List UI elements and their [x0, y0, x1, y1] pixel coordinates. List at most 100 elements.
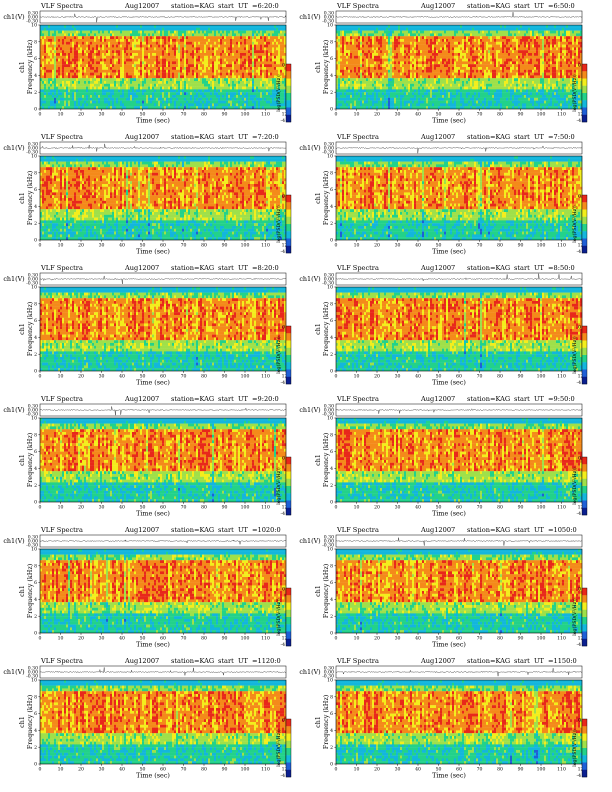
time-tick-label: 70 — [181, 374, 187, 380]
panel-ut-label: UT — [534, 657, 544, 666]
time-tick-label: 10 — [354, 243, 360, 249]
waveform-tick-label: 0.30 — [324, 666, 334, 672]
frequency-tick-label: 6 — [330, 56, 333, 62]
time-tick-label: 50 — [140, 374, 146, 380]
spectrogram-panel: VLF Spectra Aug12007 station=KAG start UT =8:… — [296, 264, 588, 389]
colorbar-axis-label: log(PSD(V²/Hz)) — [275, 467, 282, 505]
waveform-tick-label: 0.00 — [324, 15, 334, 21]
panel-date: Aug12007 — [421, 133, 455, 142]
frequency-tick-label: 6 — [34, 449, 37, 455]
panel-title-prefix: VLF Spectra — [41, 526, 83, 535]
panel-date: Aug12007 — [125, 526, 159, 535]
waveform-tick-label: 0.30 — [28, 142, 38, 148]
waveform-tick-label: -0.30 — [26, 412, 38, 418]
time-tick-label: 100 — [537, 243, 546, 249]
spectrogram-image — [40, 418, 287, 502]
channel-label: ch1 — [314, 192, 322, 204]
time-tick-label: 0 — [335, 112, 338, 118]
frequency-tick-label: 2 — [330, 745, 333, 751]
frequency-tick-label: 0 — [330, 238, 333, 244]
frequency-tick-label: 2 — [34, 745, 37, 751]
frequency-axis-label: Frequency (kHz) — [322, 564, 330, 618]
frequency-axis-label: Frequency (kHz) — [26, 302, 34, 356]
frequency-tick-label: 4 — [34, 597, 37, 603]
frequency-tick-label: 6 — [330, 449, 333, 455]
time-tick-label: 0 — [39, 505, 42, 511]
time-tick-label: 10 — [58, 767, 64, 773]
panel-date: Aug12007 — [125, 133, 159, 142]
frequency-axis-label: Frequency (kHz) — [26, 433, 34, 487]
colorbar — [285, 587, 292, 647]
frequency-tick-label: 4 — [34, 728, 37, 734]
spectrogram-panel: VLF Spectra Aug12007 station=KAG start UT =10… — [0, 526, 292, 651]
panel-date: Aug12007 — [125, 657, 159, 666]
waveform-frame — [39, 10, 287, 24]
colorbar — [285, 718, 292, 778]
frequency-tick-label: 6 — [330, 711, 333, 717]
panel-ut-label: UT — [238, 395, 248, 404]
time-tick-label: 0 — [335, 636, 338, 642]
channel-label: ch1 — [314, 716, 322, 728]
channel-label: ch1 — [18, 192, 26, 204]
time-axis-label: Time (sec) — [432, 510, 466, 518]
colorbar — [285, 325, 292, 385]
time-tick-label: 100 — [537, 374, 546, 380]
waveform-trace — [335, 145, 583, 154]
panel-ut-label: UT — [238, 264, 248, 273]
time-tick-label: 90 — [518, 243, 524, 249]
colorbar-tick-label: 0 — [578, 587, 581, 593]
time-tick-label: 10 — [354, 505, 360, 511]
frequency-tick-label: 10 — [31, 547, 37, 553]
waveform-tick-label: 0.30 — [324, 535, 334, 541]
waveform-tick-label: 0.00 — [324, 408, 334, 414]
colorbar-tick-label: -4 — [281, 511, 286, 517]
waveform-axis-label: ch1(V) — [299, 668, 320, 676]
frequency-tick-label: 2 — [34, 221, 37, 227]
frequency-tick-label: 8 — [330, 301, 333, 307]
colorbar-axis-label: log(PSD(V²/Hz)) — [571, 467, 578, 505]
time-tick-label: 50 — [436, 505, 442, 511]
frequency-tick-label: 10 — [31, 23, 37, 29]
time-tick-label: 70 — [477, 767, 483, 773]
colorbar-tick-label: 0 — [282, 456, 285, 462]
panel-title-prefix: VLF Spectra — [337, 657, 379, 666]
panel-start-label: start — [514, 395, 530, 404]
panel-start-time: =1020:0 — [252, 526, 281, 535]
time-tick-label: 100 — [537, 767, 546, 773]
time-tick-label: 60 — [160, 505, 166, 511]
time-tick-label: 10 — [58, 374, 64, 380]
channel-label: ch1 — [314, 585, 322, 597]
panel-start-label: start — [218, 657, 234, 666]
time-tick-label: 60 — [456, 767, 462, 773]
frequency-tick-label: 10 — [31, 285, 37, 291]
time-tick-label: 0 — [39, 243, 42, 249]
panel-ut-label: UT — [238, 526, 248, 535]
frequency-axis-label: Frequency (kHz) — [322, 302, 330, 356]
time-tick-label: 100 — [241, 505, 250, 511]
panel-start-label: start — [514, 526, 530, 535]
time-tick-label: 10 — [58, 636, 64, 642]
time-tick-label: 20 — [78, 374, 84, 380]
time-tick-label: 110 — [261, 636, 270, 642]
colorbar — [581, 718, 588, 778]
frequency-axis-label: Frequency (kHz) — [322, 40, 330, 94]
waveform-tick-label: 0.30 — [28, 11, 38, 17]
time-tick-label: 110 — [557, 505, 566, 511]
waveform-tick-label: -0.30 — [26, 19, 38, 25]
time-tick-label: 90 — [222, 374, 228, 380]
waveform-trace — [335, 408, 583, 414]
colorbar-tick-label: -4 — [281, 249, 286, 255]
colorbar-tick-label: -4 — [281, 642, 286, 648]
panel-ut-label: UT — [534, 395, 544, 404]
waveform-trace — [39, 667, 287, 676]
time-tick-label: 80 — [497, 112, 503, 118]
colorbar-tick-label: 0 — [578, 456, 581, 462]
time-tick-label: 60 — [456, 374, 462, 380]
panel-ut-label: UT — [238, 657, 248, 666]
time-tick-label: 100 — [241, 636, 250, 642]
colorbar-axis-label: log(PSD(V²/Hz)) — [571, 205, 578, 243]
waveform-tick-label: 0.00 — [324, 277, 334, 283]
